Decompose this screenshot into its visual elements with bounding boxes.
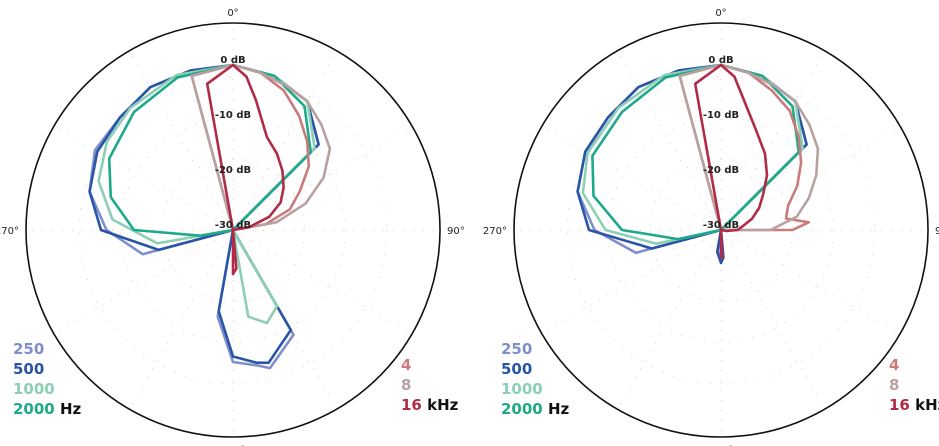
- angle-label: 90°: [935, 226, 939, 237]
- legend-unit-hz: Hz: [55, 400, 82, 418]
- polar-grid-spoke: [720, 55, 822, 231]
- angle-label: 270°: [0, 226, 19, 237]
- polar-grid-ring-3: [78, 75, 388, 385]
- legend-entry-16: 16 kHz: [889, 396, 939, 414]
- polar-grid-ring-2: [608, 117, 834, 343]
- legend-entry-250: 250: [501, 340, 532, 358]
- radial-label: -30 dB: [215, 220, 251, 231]
- series-line-2000: [107, 63, 313, 237]
- legend-entry-4: 4: [401, 356, 411, 374]
- radial-label: 0 dB: [220, 55, 245, 66]
- radial-label: -20 dB: [215, 165, 251, 176]
- polar-grid-spoke: [620, 229, 722, 405]
- legend-entry-500: 500: [501, 360, 532, 378]
- legend-unit-khz: kHz: [910, 396, 939, 414]
- radial-label: -30 dB: [703, 220, 739, 231]
- legend-unit-khz: kHz: [422, 396, 459, 414]
- angle-label: 0°: [715, 8, 726, 19]
- legend-entry-500: 500: [13, 360, 44, 378]
- legend-entry-1000: 1000: [13, 380, 55, 398]
- polar-grid-ring-3: [566, 75, 876, 385]
- radial-label: 0 dB: [708, 55, 733, 66]
- polar-grid-spoke: [546, 129, 722, 231]
- angle-label: 0°: [227, 8, 238, 19]
- legend-entry-16: 16 kHz: [401, 396, 459, 414]
- radial-label: -10 dB: [703, 110, 739, 121]
- series-line-1000: [97, 63, 316, 325]
- polar-grid-spoke: [720, 229, 822, 405]
- polar-chart-1: 0°90°180°270°0 dB-10 dB-20 dB-30 dB25050…: [0, 8, 465, 446]
- radial-label: -10 dB: [215, 110, 251, 121]
- series-line-500: [576, 63, 808, 265]
- legend-entry-1000: 1000: [501, 380, 543, 398]
- legend-unit-hz: Hz: [543, 400, 570, 418]
- legend-entry-4: 4: [889, 356, 899, 374]
- legend-entry-2000: 2000 Hz: [13, 400, 82, 418]
- polar-grid-spoke: [720, 229, 896, 331]
- angle-label: 270°: [483, 226, 507, 237]
- polar-grid-ring-1: [161, 158, 305, 302]
- legend-entry-250: 250: [13, 340, 44, 358]
- series-line-16: [693, 63, 769, 259]
- radial-label: -20 dB: [703, 165, 739, 176]
- angle-label: 90°: [447, 226, 465, 237]
- polar-outer-ring: [513, 22, 929, 438]
- legend-entry-2000: 2000 Hz: [501, 400, 570, 418]
- series-line-2000: [591, 63, 801, 241]
- polar-grid-spoke: [232, 229, 408, 331]
- series-line-500: [88, 63, 320, 365]
- polar-grid-spoke: [232, 129, 408, 231]
- polar-grid-spoke: [132, 55, 234, 231]
- polar-outer-ring: [25, 22, 441, 438]
- polar-grid-spoke: [620, 55, 722, 231]
- legend-entry-8: 8: [401, 376, 411, 394]
- polar-chart-2: 0°90°180°270°0 dB-10 dB-20 dB-30 dB25050…: [483, 8, 939, 446]
- series-line-16: [205, 63, 285, 276]
- polar-grid-spoke: [58, 129, 234, 231]
- polar-grid-spoke: [232, 55, 334, 231]
- polar-grid-spoke: [132, 229, 234, 405]
- polar-grid-ring-2: [120, 117, 346, 343]
- polar-grid-spoke: [546, 229, 722, 331]
- polar-grid-spoke: [720, 129, 896, 231]
- series-line-8: [190, 63, 332, 232]
- polar-grid-spoke: [58, 229, 234, 331]
- legend-entry-8: 8: [889, 376, 899, 394]
- series-line-1000: [581, 63, 804, 245]
